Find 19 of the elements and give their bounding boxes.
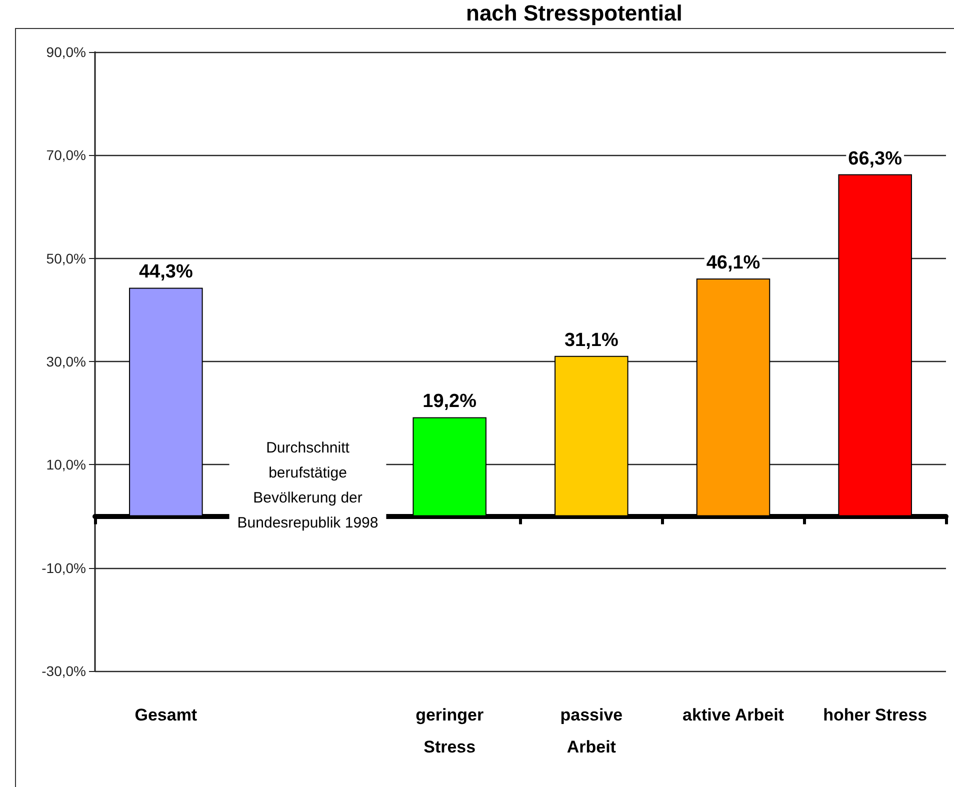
x-tick-label: Gesamt (134, 706, 198, 724)
x-tick-label: aktive Arbeit (682, 706, 784, 724)
y-tick-label: 70,0% (46, 147, 86, 164)
data-label: 44,3% (138, 262, 193, 283)
y-tick-label: 50,0% (46, 250, 86, 266)
y-tick-label: 30,0% (46, 354, 86, 370)
x-tick-label: geringer Stress (416, 706, 484, 756)
x-tick-label: passive Arbeit (560, 706, 623, 756)
annotation: Durchschnitt berufstätige Bevölkerung der Bundesrepublik 1998 (237, 439, 378, 532)
data-label: 46,1% (706, 252, 760, 274)
data-label: 31,1% (564, 330, 618, 351)
data-label: 66,3% (848, 148, 902, 170)
data-label: 19,2% (422, 391, 477, 412)
y-tick-label: 90,0% (46, 44, 86, 60)
chart-title: nach Stresspotential (466, 0, 682, 26)
y-tick-label: 10,0% (46, 456, 86, 473)
y-tick-label: -10,0% (42, 560, 86, 576)
y-tick-label: -30,0% (42, 663, 86, 679)
x-tick-label: hoher Stress (823, 706, 928, 724)
